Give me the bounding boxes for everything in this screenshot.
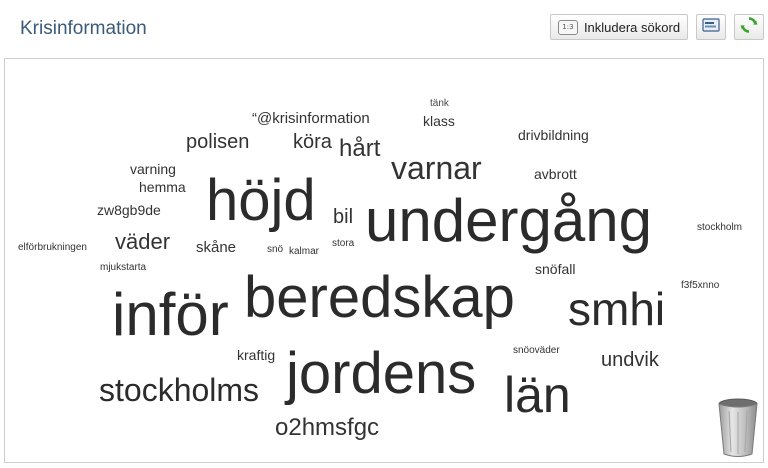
cloud-word[interactable]: stora [332, 238, 355, 249]
include-search-terms-label: Inkludera sökord [583, 19, 681, 35]
numbers-icon: 1:3 [557, 19, 578, 35]
cloud-word[interactable]: o2hmsfgc [275, 414, 380, 441]
cloud-word[interactable]: avbrott [534, 166, 577, 182]
cloud-word[interactable]: län [504, 367, 571, 423]
cloud-word[interactable]: stockholm [697, 222, 743, 233]
cloud-word[interactable]: undergång [365, 187, 652, 254]
cloud-word[interactable]: varnar [391, 150, 482, 186]
include-search-terms-button[interactable]: 1:3 Inkludera sökord [550, 14, 688, 40]
cloud-word[interactable]: undvik [601, 349, 659, 371]
cloud-word[interactable]: mjukstarta [100, 262, 147, 273]
cloud-word[interactable]: inför [112, 281, 229, 348]
cloud-word[interactable]: tänk [430, 98, 449, 109]
cloud-word[interactable]: drivbildning [518, 127, 589, 143]
cloud-word[interactable]: hårt [339, 135, 381, 162]
cloud-word[interactable]: bil [333, 206, 354, 228]
cloud-word[interactable]: jordens [286, 341, 477, 406]
cloud-word[interactable]: väder [115, 229, 171, 254]
cloud-word[interactable]: kraftig [237, 347, 276, 363]
refresh-button[interactable] [734, 14, 764, 40]
trash-can-icon[interactable] [715, 397, 761, 459]
cloud-word[interactable]: höjd [206, 168, 316, 233]
cloud-word[interactable]: skåne [196, 239, 237, 256]
cloud-word[interactable]: smhi [568, 283, 666, 335]
cloud-word[interactable]: polisen [186, 131, 250, 153]
cloud-word[interactable]: stockholms [99, 372, 260, 408]
cloud-word[interactable]: snöfall [535, 261, 576, 277]
cloud-word[interactable]: zw8gb9de [97, 202, 161, 218]
refresh-icon [740, 16, 758, 39]
cloud-word[interactable]: elförbrukningen [18, 242, 87, 253]
word-cloud: tänk “@krisinformation klass polisen kör… [4, 58, 764, 463]
cloud-word[interactable]: varning [130, 161, 176, 177]
cloud-word[interactable]: hemma [139, 179, 186, 195]
cloud-word[interactable]: kalmar [289, 246, 320, 257]
cloud-word[interactable]: snöoväder [513, 345, 560, 356]
cloud-word[interactable]: snö [267, 244, 284, 255]
export-icon [702, 17, 720, 37]
cloud-word[interactable]: klass [423, 113, 455, 129]
export-button[interactable] [696, 14, 726, 40]
widget-header: Krisinformation 1:3 Inkludera sökord [0, 0, 768, 58]
cloud-word[interactable]: beredskap [244, 265, 515, 330]
widget-title: Krisinformation [20, 18, 147, 39]
cloud-word[interactable]: köra [293, 131, 332, 153]
cloud-word[interactable]: “@krisinformation [252, 110, 370, 127]
cloud-word[interactable]: f3f5xnno [681, 280, 720, 291]
